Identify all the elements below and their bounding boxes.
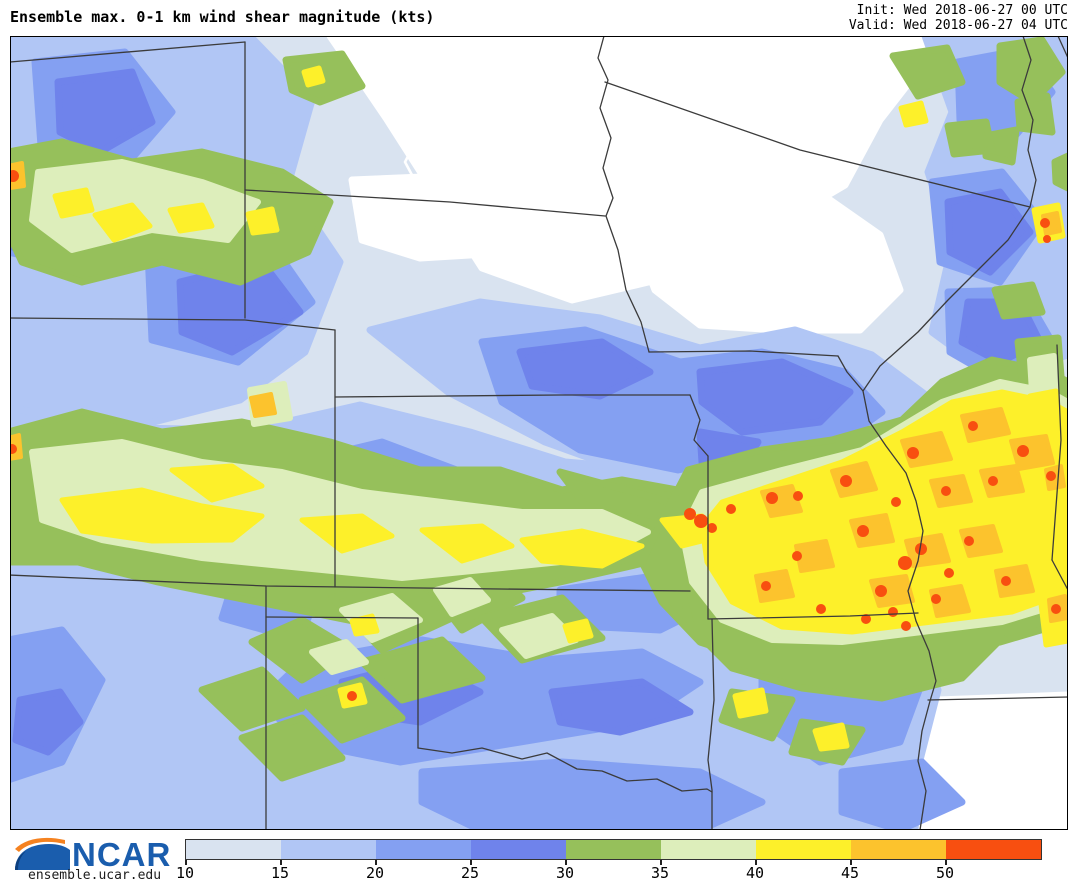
- tick-label-45: 45: [840, 864, 860, 882]
- colorbar-seg-40: [756, 840, 851, 859]
- tick-label-30: 30: [555, 864, 575, 882]
- tick-label-20: 20: [365, 864, 385, 882]
- tick-20: [375, 860, 377, 865]
- tick-label-10: 10: [175, 864, 195, 882]
- contour-40: [52, 65, 1068, 752]
- shear-contour-map: [10, 36, 1068, 830]
- tick-35: [660, 860, 662, 865]
- tick-label-40: 40: [745, 864, 765, 882]
- colorbar-seg-30: [566, 840, 661, 859]
- timestamp-block: Init: Wed 2018-06-27 00 UTC Valid: Wed 2…: [849, 3, 1068, 33]
- site-url: ensemble.ucar.edu: [28, 868, 162, 883]
- tick-45: [850, 860, 852, 865]
- contour-45: [10, 161, 1068, 623]
- tick-label-25: 25: [460, 864, 480, 882]
- page-title: Ensemble max. 0-1 km wind shear magnitud…: [10, 8, 435, 26]
- contour-50: [10, 170, 1061, 701]
- tick-15: [280, 860, 282, 865]
- tick-25: [470, 860, 472, 865]
- colorbar-seg-15: [281, 840, 376, 859]
- tick-50: [945, 860, 947, 865]
- tick-label-15: 15: [270, 864, 290, 882]
- river-highlight: [400, 37, 427, 215]
- tick-label-35: 35: [650, 864, 670, 882]
- tick-30: [565, 860, 567, 865]
- tick-label-50: 50: [935, 864, 955, 882]
- colorbar-seg-45: [851, 840, 946, 859]
- tick-10: [185, 860, 187, 865]
- colorbar-seg-20: [376, 840, 471, 859]
- colorbar-seg-25: [471, 840, 566, 859]
- colorbar-seg-50: [946, 840, 1041, 859]
- ncar-logo-graphic: [15, 837, 70, 870]
- tick-40: [755, 860, 757, 865]
- ncar-logo: [13, 835, 73, 871]
- ncar-logo-text: NCAR: [72, 836, 172, 873]
- colorbar-legend: [185, 839, 1042, 860]
- colorbar-seg-35: [661, 840, 756, 859]
- init-time: Init: Wed 2018-06-27 00 UTC: [856, 3, 1068, 18]
- weather-map: [10, 36, 1068, 830]
- valid-time: Valid: Wed 2018-06-27 04 UTC: [848, 18, 1068, 33]
- colorbar-seg-10: [186, 840, 281, 859]
- state-borders: [10, 36, 1068, 830]
